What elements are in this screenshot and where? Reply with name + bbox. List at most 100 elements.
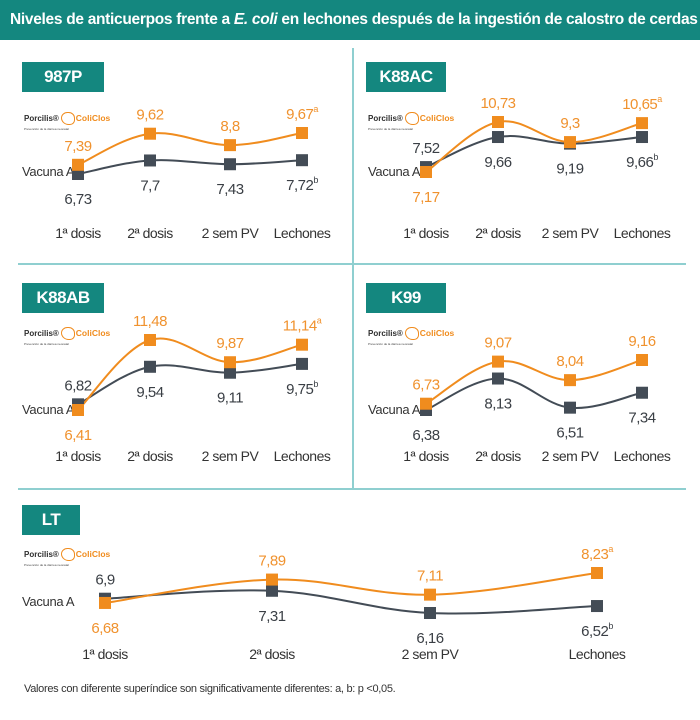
- data-label-coliclos: 6,73: [412, 377, 439, 394]
- data-point-vacuna-a: [296, 357, 308, 370]
- data-label-vacuna-a: 7,72b: [286, 175, 318, 194]
- superscript: b: [653, 152, 658, 162]
- data-label-coliclos: 7,17: [412, 189, 439, 206]
- data-point-coliclos: [636, 354, 648, 366]
- x-tick-label: 1ª dosis: [55, 448, 101, 464]
- data-label-coliclos: 10,73: [480, 95, 515, 112]
- data-point-vacuna-a: [492, 131, 504, 144]
- porcilis-coliclos-logo: Porcilis® ColiClos Prevención de la diarre…: [24, 544, 110, 567]
- series-label-vacuna-a: Vacuna A: [22, 594, 75, 609]
- data-label-vacuna-a: 7,43: [216, 181, 243, 198]
- chart-panel-987p: 987P Porcilis® ColiClos Prevención de la di…: [8, 48, 350, 262]
- superscript: b: [608, 621, 613, 631]
- data-point-vacuna-a: [564, 401, 576, 414]
- logo-tagline: Prevención de la diarrea neonatal: [24, 127, 69, 131]
- x-tick-label: 2 sem PV: [202, 225, 260, 241]
- x-tick-label: 1ª dosis: [82, 646, 128, 662]
- data-point-coliclos: [72, 404, 84, 416]
- data-label-vacuna-a: 6,51: [556, 425, 583, 442]
- data-point-vacuna-a: [144, 360, 156, 373]
- porcilis-coliclos-logo: Porcilis® ColiClos Prevención de la diarre…: [24, 323, 110, 346]
- data-point-coliclos: [296, 338, 308, 351]
- superscript: b: [313, 175, 318, 185]
- data-point-vacuna-a: [224, 366, 236, 379]
- data-point-coliclos: [564, 136, 576, 149]
- x-tick-label: 2ª dosis: [127, 225, 173, 241]
- porcilis-coliclos-logo: Porcilis® ColiClos Prevención de la diarre…: [368, 323, 454, 346]
- data-label-vacuna-a: 7,7: [140, 177, 160, 194]
- data-label-coliclos: 7,11: [417, 568, 443, 585]
- data-point-coliclos: [296, 127, 308, 139]
- x-tick-label: 2 sem PV: [542, 448, 600, 464]
- x-tick-label: 1ª dosis: [55, 225, 101, 241]
- data-label-vacuna-a: 9,11: [217, 390, 243, 407]
- logo-brand: Porcilis®: [24, 114, 59, 123]
- logo-tagline: Prevención de la diarrea neonatal: [24, 342, 69, 346]
- logo-product: ColiClos: [419, 328, 455, 338]
- data-label-coliclos: 11,48: [133, 313, 167, 330]
- x-tick-label: Lechones: [614, 225, 671, 241]
- series-line-vacuna-a: [425, 135, 643, 169]
- data-point-coliclos: [224, 139, 236, 152]
- page-title: Niveles de anticuerpos frente a E. coli …: [0, 0, 700, 40]
- pig-icon: [60, 112, 75, 125]
- divider: [18, 263, 686, 265]
- series-line-coliclos: [77, 132, 303, 166]
- data-point-coliclos: [99, 596, 111, 609]
- logo-product: ColiClos: [75, 328, 111, 338]
- data-label-vacuna-a: 6,16: [416, 630, 443, 647]
- x-tick-label: 1ª dosis: [403, 448, 449, 464]
- x-tick-label: 2 sem PV: [542, 225, 600, 241]
- x-tick-label: 2ª dosis: [249, 646, 295, 662]
- data-label-coliclos: 8,04: [556, 353, 583, 370]
- pig-icon: [404, 327, 419, 340]
- divider: [352, 48, 354, 488]
- series-line-vacuna-a: [77, 159, 303, 175]
- data-point-coliclos: [420, 166, 432, 178]
- series-label-vacuna-a: Vacuna A: [22, 164, 75, 179]
- data-label-coliclos: 6,41: [64, 427, 91, 444]
- chart-panel-k88ac: K88AC Porcilis® ColiClos Prevención de la d…: [354, 48, 696, 262]
- line-chart: 6,41 11,48 9,87 11,14a 6,82 9,54 9,11 9,75b 1ª d…: [55, 313, 331, 464]
- series-line-coliclos: [77, 337, 303, 411]
- chart-title: 987P: [22, 62, 104, 92]
- logo-tagline: Prevención de la diarrea neonatal: [368, 342, 413, 346]
- series-line-vacuna-a: [77, 362, 303, 406]
- data-label-coliclos: 6,68: [91, 620, 118, 637]
- series-line-coliclos: [425, 359, 643, 405]
- series-line-coliclos: [104, 572, 598, 604]
- data-point-coliclos: [424, 588, 436, 601]
- superscript: a: [608, 544, 613, 554]
- data-label-vacuna-a: 6,9: [95, 572, 115, 589]
- logo-tagline: Prevención de la diarrea neonatal: [24, 563, 69, 567]
- chart-panel-lt: LT Porcilis® ColiClos Prevención de la diar…: [8, 492, 698, 682]
- data-point-vacuna-a: [591, 600, 603, 613]
- porcilis-coliclos-logo: Porcilis® ColiClos Prevención de la diarre…: [24, 108, 110, 131]
- chart-panel-k99: K99 Porcilis® ColiClos Prevención de la dia…: [354, 268, 696, 482]
- x-tick-label: 2ª dosis: [475, 448, 521, 464]
- data-label-coliclos: 9,67a: [286, 104, 318, 123]
- data-point-coliclos: [420, 397, 432, 410]
- chart-title: K88AC: [366, 62, 446, 92]
- data-point-coliclos: [144, 334, 156, 346]
- data-point-coliclos: [144, 127, 156, 140]
- chart-title: K99: [366, 283, 446, 313]
- x-tick-label: 2 sem PV: [402, 646, 460, 662]
- data-label-vacuna-a: 9,66b: [626, 152, 658, 171]
- data-point-vacuna-a: [144, 154, 156, 167]
- data-label-vacuna-a: 7,52: [412, 140, 439, 157]
- data-point-coliclos: [564, 374, 576, 387]
- data-label-vacuna-a: 6,82: [64, 377, 91, 394]
- data-label-vacuna-a: 6,73: [64, 191, 91, 208]
- data-label-coliclos: 7,89: [258, 553, 285, 570]
- line-chart: 6,68 7,89 7,11 8,23a 6,9 7,31 6,16 6,52b 1ª dosi…: [82, 544, 626, 662]
- data-label-vacuna-a: 7,34: [628, 410, 655, 427]
- chart-title: K88AB: [22, 283, 104, 313]
- logo-brand: Porcilis®: [24, 329, 59, 338]
- data-label-coliclos: 9,62: [136, 107, 163, 124]
- data-label-vacuna-a: 8,13: [484, 396, 511, 413]
- data-point-vacuna-a: [224, 158, 236, 171]
- data-label-coliclos: 9,87: [216, 335, 243, 352]
- pig-icon: [404, 112, 419, 125]
- data-label-vacuna-a: 9,19: [556, 161, 583, 178]
